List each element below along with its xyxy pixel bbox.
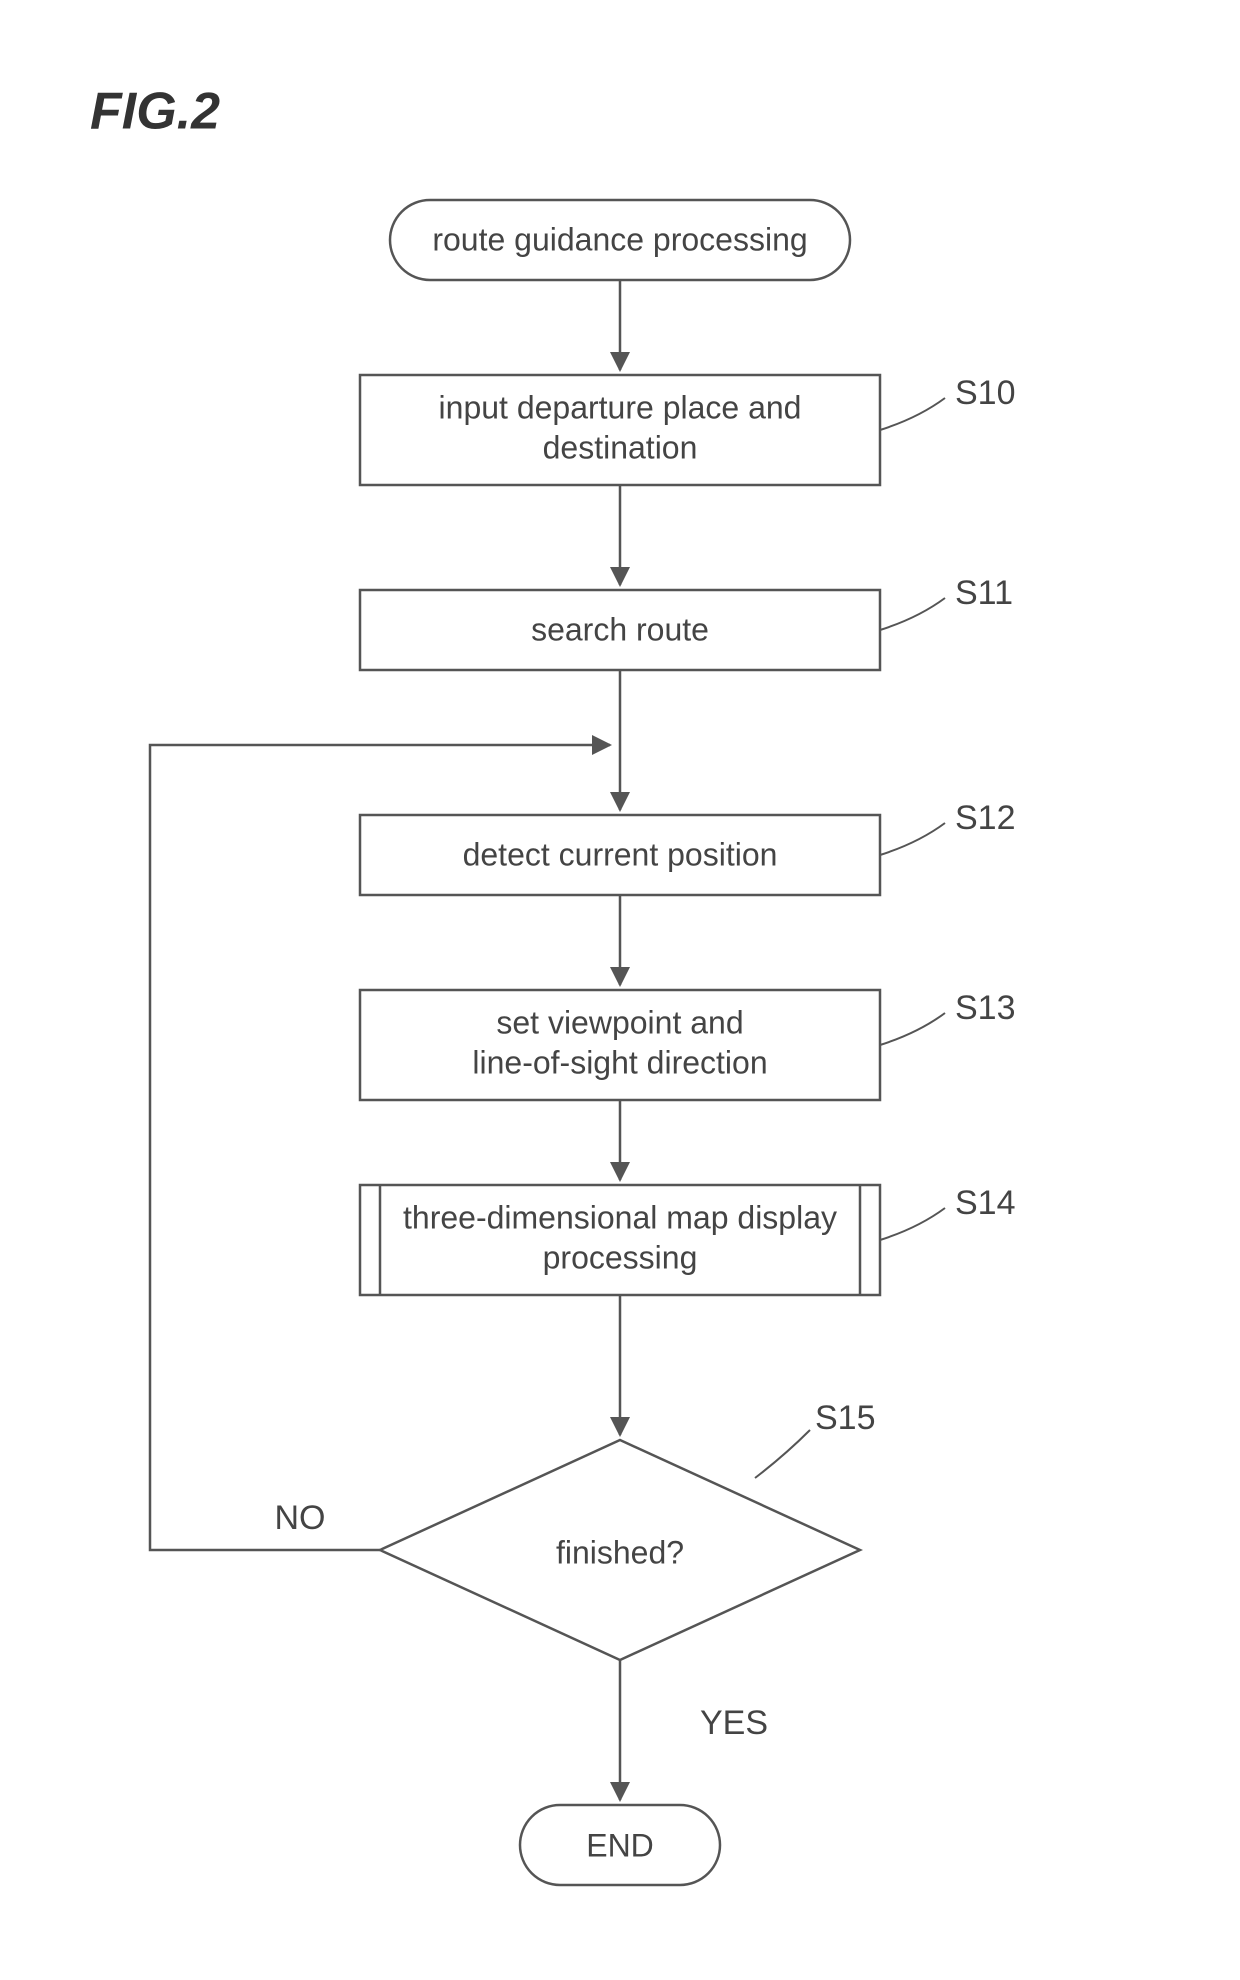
- figure-title: FIG.2: [90, 83, 220, 141]
- s15-text: finished?: [556, 1534, 684, 1570]
- s15-decision: finished?: [380, 1440, 860, 1660]
- s11-tag-connector: [880, 598, 945, 630]
- s13-box: set viewpoint and line-of-sight directio…: [360, 990, 880, 1100]
- s14-tag-connector: [880, 1208, 945, 1240]
- s14-line2: processing: [543, 1239, 698, 1275]
- s12-tag: S12: [955, 799, 1016, 837]
- no-label: NO: [275, 1499, 326, 1537]
- s13-line2: line-of-sight direction: [472, 1044, 767, 1080]
- end-label: END: [586, 1827, 654, 1863]
- s12-tag-connector: [880, 823, 945, 855]
- end-terminator: END: [520, 1805, 720, 1885]
- yes-label: YES: [700, 1704, 768, 1742]
- s11-tag: S11: [955, 574, 1013, 612]
- s15-tag: S15: [815, 1399, 876, 1437]
- s10-tag-connector: [880, 398, 945, 430]
- s13-tag: S13: [955, 989, 1016, 1027]
- s10-box: input departure place and destination: [360, 375, 880, 485]
- s14-box: three-dimensional map display processing: [360, 1185, 880, 1295]
- start-terminator: route guidance processing: [390, 200, 850, 280]
- s11-text: search route: [531, 611, 709, 647]
- s10-line1: input departure place and: [439, 389, 802, 425]
- s10-line2: destination: [543, 429, 698, 465]
- start-label: route guidance processing: [432, 221, 807, 257]
- s12-text: detect current position: [463, 836, 778, 872]
- s11-box: search route: [360, 590, 880, 670]
- s12-box: detect current position: [360, 815, 880, 895]
- s14-tag: S14: [955, 1184, 1016, 1222]
- s10-tag: S10: [955, 374, 1016, 412]
- s13-tag-connector: [880, 1013, 945, 1045]
- s13-line1: set viewpoint and: [496, 1004, 743, 1040]
- s14-line1: three-dimensional map display: [403, 1199, 837, 1235]
- s15-tag-connector: [755, 1430, 810, 1478]
